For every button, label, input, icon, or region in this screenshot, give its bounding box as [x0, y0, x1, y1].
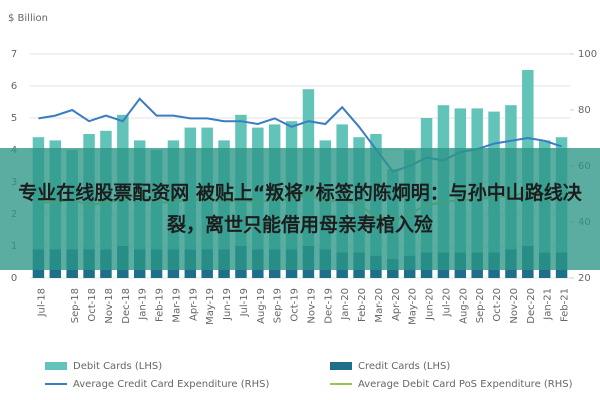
x-tick-label: Nov-18 — [104, 288, 115, 324]
x-tick-label: Feb-20 — [357, 288, 368, 322]
x-tick-label: Apr-19 — [188, 288, 199, 321]
legend-swatch — [45, 362, 67, 370]
x-tick-label: Jun-20 — [425, 288, 436, 321]
x-tick-label: Jun-19 — [222, 288, 233, 321]
legend-label: Average Debit Card PoS Expenditure (RHS) — [358, 379, 573, 390]
x-tick-label: Oct-20 — [492, 288, 503, 322]
x-tick-label: Jul-20 — [441, 288, 452, 317]
x-tick-label: Mar-19 — [171, 288, 182, 323]
x-tick-label: Jul-18 — [36, 288, 47, 317]
x-tick-label: Feb-19 — [155, 288, 166, 322]
x-tick-label: Nov-20 — [509, 288, 520, 324]
x-tick-label: Apr-20 — [391, 288, 402, 321]
x-tick-label: Aug-19 — [256, 288, 267, 324]
x-tick-label: Nov-19 — [306, 288, 317, 324]
y-tick-label: 7 — [11, 49, 17, 60]
x-tick-label: Jan-20 — [340, 288, 351, 321]
y-tick-label: 0 — [11, 273, 17, 284]
y2-tick-label: 20 — [578, 273, 591, 284]
x-tick-label: Dec-19 — [323, 288, 334, 324]
x-tick-label: Aug-20 — [458, 288, 469, 324]
y-tick-label: 5 — [11, 113, 17, 124]
x-tick-label: Dec-20 — [526, 288, 537, 324]
x-tick-label: Jan-19 — [138, 288, 149, 321]
legend-label: Debit Cards (LHS) — [73, 361, 162, 372]
overlay-banner: 专业在线股票配资网 被贴上“叛将”标签的陈炯明：与孙中山路线决裂，离世只能借用母… — [0, 148, 600, 270]
y2-tick-label: 100 — [578, 49, 597, 60]
x-tick-label: Feb-21 — [560, 288, 571, 322]
x-tick-label: Sep-19 — [273, 288, 284, 323]
x-tick-label: Oct-19 — [290, 288, 301, 322]
x-tick-label: Jul-19 — [239, 288, 250, 317]
legend-label: Average Credit Card Expenditure (RHS) — [73, 379, 269, 390]
legend-swatch — [330, 362, 352, 370]
x-tick-label: Sep-18 — [70, 288, 81, 323]
x-tick-label: Dec-18 — [121, 288, 132, 324]
y-tick-label: 6 — [11, 81, 17, 92]
x-tick-label: Mar-20 — [374, 288, 385, 323]
x-tick-label: Sep-20 — [475, 288, 486, 323]
x-tick-label: May-20 — [408, 288, 419, 325]
legend-label: Credit Cards (LHS) — [358, 361, 450, 372]
x-tick-label: Jan-21 — [543, 288, 554, 321]
y-axis-label: $ Billion — [8, 13, 48, 24]
y2-tick-label: 80 — [578, 105, 591, 116]
x-tick-label: Oct-18 — [87, 288, 98, 322]
x-tick-label: May-19 — [205, 288, 216, 325]
